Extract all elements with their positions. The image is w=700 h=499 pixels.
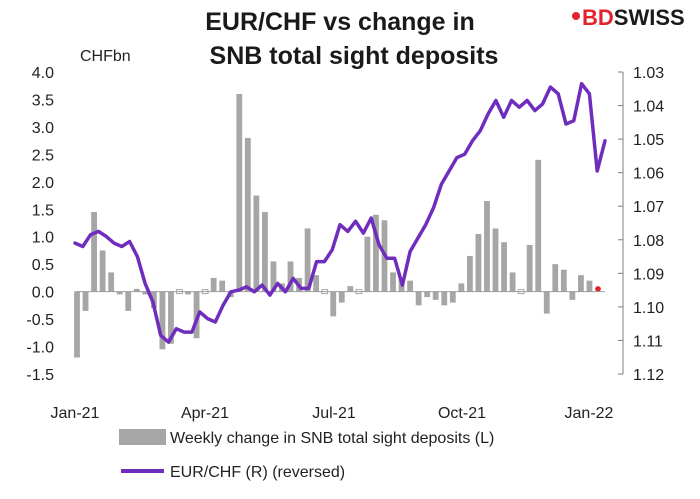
eurchf-line [73,81,607,344]
bar [330,291,337,317]
left-axis-unit: CHFbn [80,48,131,65]
legend: Weekly change in SNB total sight deposit… [119,429,494,481]
bar [509,272,516,292]
bar [492,228,499,292]
bar [441,291,448,306]
bar [82,291,89,311]
bar [99,250,106,292]
bar [287,261,294,292]
bar [458,283,465,292]
bar [475,233,482,292]
bar [347,286,354,292]
right-tick-label: 1.05 [633,132,664,149]
bar [543,291,550,314]
left-tick-label: -0.5 [26,312,54,329]
bar [108,272,115,292]
x-tick-label: Jul-21 [312,405,356,422]
bar [210,277,217,292]
left-tick-label: 2.0 [32,175,54,192]
bar [373,214,379,292]
bar [364,236,371,292]
bar [338,291,345,303]
bar [159,291,166,350]
left-tick-label: 4.0 [32,65,54,82]
bar [261,212,268,292]
bar [415,291,422,306]
bar-latest [595,286,601,292]
bar [424,291,431,298]
bar [586,280,593,292]
right-tick-label: 1.03 [633,65,664,82]
right-tick-label: 1.07 [633,199,664,216]
right-tick-label: 1.12 [633,367,664,384]
left-tick-label: 1.0 [32,230,54,247]
x-tick-label: Jan-21 [51,405,100,422]
bar [236,93,243,292]
bar [304,228,311,292]
bar [466,255,473,292]
bar [193,291,200,339]
bar [244,137,251,292]
logo-mark-dot [572,12,580,20]
bar [313,275,320,292]
bar [142,291,149,295]
left-tick-label: 3.5 [32,92,54,109]
bar [390,272,396,292]
bar [578,275,584,292]
bar [74,291,80,358]
left-axis-ticks: 4.0 3.5 3.0 2.5 2.0 1.5 1.0 0.5 0.0 -0.5 -1.0 -1.5 [26,65,54,384]
bar [270,261,277,292]
left-tick-label: -1.5 [26,367,54,384]
legend-bar-swatch [119,429,166,445]
bar [449,291,456,303]
logo-suffix: SWISS [614,5,685,30]
chart-title-line2: SNB total sight deposits [210,42,499,70]
bar [569,291,576,300]
right-tick-label: 1.11 [633,333,663,350]
x-tick-label: Jan-22 [565,405,614,422]
left-tick-label: -1.0 [26,340,54,357]
bar [253,195,260,292]
left-tick-label: 2.5 [32,147,54,164]
bar [91,212,97,292]
right-tick-label: 1.04 [633,99,664,116]
x-tick-label: Oct-21 [438,405,486,422]
bar [484,201,490,292]
bar [219,280,226,292]
bar [560,269,567,292]
bar [133,288,140,292]
bar [125,291,132,311]
left-tick-label: 3.0 [32,120,54,137]
bar [185,291,191,295]
bar [526,244,533,292]
bar [552,264,559,292]
bar-series [74,93,601,358]
legend-line-label: EUR/CHF (R) (reversed) [170,464,345,481]
bar [168,291,174,344]
logo-text: BDSWISS [582,5,685,30]
right-tick-label: 1.06 [633,166,664,183]
right-tick-label: 1.09 [633,266,664,283]
bdswiss-logo: BDSWISS [572,5,685,30]
left-tick-label: 0.0 [32,285,54,302]
right-tick-label: 1.08 [633,233,664,250]
x-tick-label: Apr-21 [181,405,229,422]
x-axis-labels: Jan-21 Apr-21 Jul-21 Oct-21 Jan-22 [51,405,614,422]
bar [116,291,123,295]
legend-bar-label: Weekly change in SNB total sight deposit… [170,430,494,447]
left-tick-label: 1.5 [32,202,54,219]
left-tick-label: 0.5 [32,257,54,274]
bar [407,280,414,292]
chart-title-line1: EUR/CHF vs change in [205,8,475,36]
logo-prefix: BD [582,5,614,30]
right-tick-label: 1.10 [633,300,664,317]
bar [535,159,542,292]
bar [501,242,507,292]
bar [432,291,439,300]
right-axis-ticks: 1.03 1.04 1.05 1.06 1.07 1.08 1.09 1.10 1.11 1.12 [618,65,664,384]
